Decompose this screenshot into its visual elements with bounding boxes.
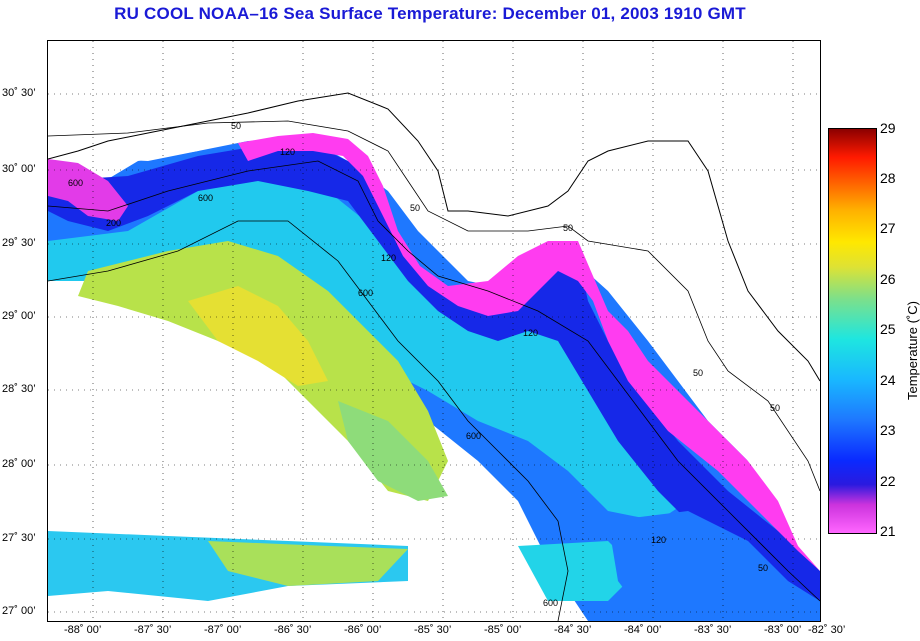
colorbar-tick: 22 [880, 473, 896, 489]
coastline [48, 92, 820, 382]
contour-120 [48, 160, 820, 602]
contour-label: 120 [523, 328, 538, 338]
contour-label: 50 [231, 121, 241, 131]
lat-label: 28˚ 00’ [2, 458, 36, 470]
contour-label: 600 [543, 598, 558, 608]
contour-label: 200 [106, 218, 121, 228]
colorbar-tick: 28 [880, 170, 896, 186]
lon-label: -87˚ 00’ [204, 624, 242, 636]
lon-label: -85˚ 00’ [484, 624, 522, 636]
contour-label: 600 [466, 431, 481, 441]
lat-label: 29˚ 00’ [2, 310, 36, 322]
lat-label: 28˚ 30’ [2, 383, 36, 395]
grid-lines [48, 41, 820, 621]
sst-map: 50 50 50 50 50 50 120 120 120 120 600 60… [47, 40, 821, 622]
sst-warm-core [188, 286, 328, 386]
colorbar-tick: 29 [880, 120, 896, 136]
temperature-colorbar [828, 128, 877, 534]
sst-south-blue-right [518, 541, 638, 601]
contour-label: 50 [563, 223, 573, 233]
contour-50 [48, 120, 820, 492]
lon-label: -86˚ 00’ [344, 624, 382, 636]
lon-label: -82˚ 30’ [808, 624, 846, 636]
sst-green-patch [338, 401, 448, 501]
contour-label: 120 [280, 147, 295, 157]
colorbar-tick: 23 [880, 422, 896, 438]
contour-label: 50 [770, 403, 780, 413]
colorbar-tick: 26 [880, 271, 896, 287]
colorbar-tick: 24 [880, 372, 896, 388]
contour-label: 600 [358, 288, 373, 298]
contour-label: 50 [758, 563, 768, 573]
sst-south-green [208, 541, 408, 586]
colorbar-tick: 25 [880, 321, 896, 337]
lon-label: -84˚ 30’ [554, 624, 592, 636]
lat-label: 29˚ 30’ [2, 237, 36, 249]
lat-label: 30˚ 30’ [2, 87, 36, 99]
lon-label: -86˚ 30’ [274, 624, 312, 636]
contour-label: 600 [68, 178, 83, 188]
land-north [48, 41, 820, 246]
contour-label: 600 [198, 193, 213, 203]
sst-field [48, 133, 820, 621]
lon-label: -88˚ 00’ [64, 624, 102, 636]
lon-label: -83˚ 30’ [694, 624, 732, 636]
contour-label: 120 [651, 535, 666, 545]
bathymetry-contours [48, 120, 820, 621]
lon-label: -87˚ 30’ [134, 624, 172, 636]
sst-south-blue-deep [608, 511, 820, 621]
contour-600 [48, 220, 569, 621]
lat-label: 30˚ 00’ [2, 163, 36, 175]
lon-label: -85˚ 30’ [414, 624, 452, 636]
colorbar-title: Temperature (˚C) [905, 301, 920, 400]
lon-label: -84˚ 00’ [624, 624, 662, 636]
colorbar-tick: 21 [880, 523, 896, 539]
contour-label: 50 [410, 203, 420, 213]
colorbar-tick: 27 [880, 220, 896, 236]
contour-label-group: 50 50 50 50 50 50 120 120 120 120 600 60… [68, 121, 780, 608]
contour-label: 120 [381, 253, 396, 263]
lon-label: -83˚ 00’ [764, 624, 802, 636]
sst-west-magenta [48, 159, 128, 221]
map-title: RU COOL NOAA–16 Sea Surface Temperature:… [114, 4, 746, 23]
contour-label: 50 [693, 368, 703, 378]
lat-label: 27˚ 30’ [2, 532, 36, 544]
lat-label: 27˚ 00’ [2, 605, 36, 617]
